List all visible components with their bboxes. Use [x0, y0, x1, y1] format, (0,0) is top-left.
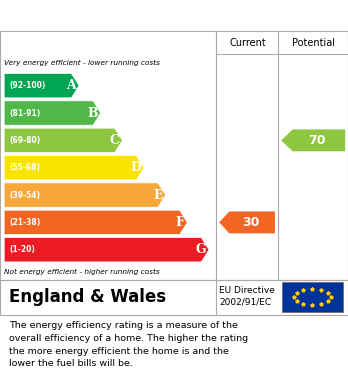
Polygon shape [4, 238, 209, 262]
Polygon shape [281, 129, 345, 151]
Polygon shape [219, 212, 275, 233]
Text: G: G [196, 243, 206, 256]
Text: F: F [176, 216, 184, 229]
Text: 70: 70 [308, 134, 325, 147]
Text: C: C [110, 134, 120, 147]
Bar [282, 282, 343, 312]
Text: (1-20): (1-20) [9, 245, 35, 254]
Text: B: B [87, 106, 98, 120]
Text: (69-80): (69-80) [9, 136, 41, 145]
Text: (81-91): (81-91) [9, 109, 41, 118]
Text: EU Directive
2002/91/EC: EU Directive 2002/91/EC [219, 286, 275, 307]
Polygon shape [4, 128, 122, 152]
Polygon shape [4, 156, 144, 180]
Polygon shape [4, 74, 79, 98]
Text: The energy efficiency rating is a measure of the
overall efficiency of a home. T: The energy efficiency rating is a measur… [9, 321, 248, 368]
Text: Potential: Potential [292, 38, 335, 48]
Text: (39-54): (39-54) [9, 190, 40, 199]
Polygon shape [4, 210, 187, 235]
Text: D: D [130, 161, 141, 174]
Text: England & Wales: England & Wales [9, 288, 166, 306]
Polygon shape [4, 183, 166, 207]
Text: (21-38): (21-38) [9, 218, 41, 227]
Text: 30: 30 [242, 216, 259, 229]
Polygon shape [4, 101, 101, 125]
Text: Energy Efficiency Rating: Energy Efficiency Rating [9, 8, 230, 23]
Text: E: E [153, 188, 163, 201]
Text: Not energy efficient - higher running costs: Not energy efficient - higher running co… [4, 269, 160, 274]
Text: A: A [66, 79, 76, 92]
Text: Current: Current [229, 38, 266, 48]
Text: (92-100): (92-100) [9, 81, 46, 90]
Text: (55-68): (55-68) [9, 163, 40, 172]
Text: Very energy efficient - lower running costs: Very energy efficient - lower running co… [4, 60, 160, 66]
